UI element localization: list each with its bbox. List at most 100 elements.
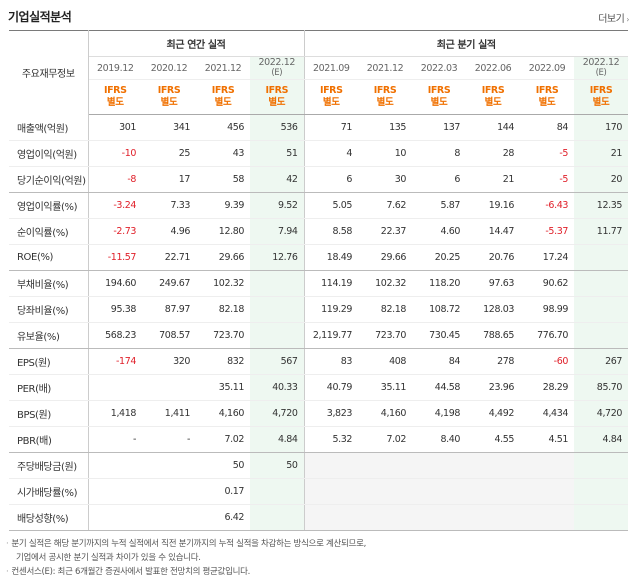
more-label: 더보기 <box>598 14 625 25</box>
table-cell <box>303 504 358 531</box>
section-header: 기업실적분석 더보기 › <box>0 0 637 30</box>
table-cell: 114.19 <box>303 270 358 297</box>
table-cell: 341 <box>142 114 196 141</box>
table-cell: - <box>87 426 142 453</box>
chevron-right-icon: › <box>626 15 629 24</box>
row-label: PER(배) <box>9 374 89 401</box>
table-cell: 301 <box>87 114 142 141</box>
table-cell: 12.76 <box>250 244 304 271</box>
table-cell: 119.29 <box>303 296 358 323</box>
table-cell: 568.23 <box>87 322 142 349</box>
table-cell: 28 <box>466 140 520 167</box>
annual-group-header: 최근 연간 실적 <box>87 30 304 57</box>
table-cell <box>250 504 304 531</box>
period-header: 2022.06 <box>466 56 520 80</box>
table-cell: 4,720 <box>574 400 628 427</box>
table-cell: 95.38 <box>87 296 142 323</box>
table-cell: 7.33 <box>142 192 196 219</box>
table-cell <box>303 452 358 479</box>
table-row: 영업이익률(%) -3.24 7.33 9.39 9.52 5.05 7.62 5.87 19.… <box>9 192 628 219</box>
table-cell: 4.84 <box>250 426 304 453</box>
table-cell: 4,720 <box>250 400 304 427</box>
ifrs-badge: IFRS 별도 <box>142 79 196 115</box>
row-label: PBR(배) <box>9 426 89 453</box>
table-cell: 456 <box>196 114 250 141</box>
table-cell: 567 <box>250 348 304 375</box>
table-cell <box>412 478 466 505</box>
table-cell: 4,492 <box>466 400 520 427</box>
table-cell <box>412 504 466 531</box>
table-cell: 4,160 <box>196 400 250 427</box>
table-cell: 40.33 <box>250 374 304 401</box>
row-label: 영업이익(억원) <box>9 140 89 167</box>
table-row: PBR(배) - -7.02 4.84 5.32 7.02 8.40 4.55 4.51 4.84 <box>9 426 628 453</box>
table-cell: 84 <box>520 114 574 141</box>
footnote-1-cont: 기업에서 공시한 분기 실적과 차이가 있을 수 있습니다. <box>16 553 201 563</box>
row-label: 당기순이익(억원) <box>9 166 89 193</box>
table-cell: 51 <box>250 140 304 167</box>
footnote-1: · 분기 실적은 해당 분기까지의 누적 실적에서 직전 분기까지의 누적 실적을… <box>6 539 366 549</box>
table-row: 순이익률(%) -2.73 4.96 12.80 7.94 8.58 22.37 4.60 14… <box>9 218 628 245</box>
table-cell: 4.55 <box>466 426 520 453</box>
table-cell <box>358 452 412 479</box>
table-cell: 84 <box>412 348 466 375</box>
table-cell: -2.73 <box>87 218 142 245</box>
table-cell: -6.43 <box>520 192 574 219</box>
table-cell: 82.18 <box>358 296 412 323</box>
table-cell: 9.39 <box>196 192 250 219</box>
table-cell: -5 <box>520 166 574 193</box>
section-title: 기업실적분석 <box>8 10 72 24</box>
table-cell: 83 <box>303 348 358 375</box>
table-row: 매출액(억원) 301 341 456 536 71 135 137 144 84 170 <box>9 114 628 141</box>
table-cell: 44.58 <box>412 374 466 401</box>
table-cell: 58 <box>196 166 250 193</box>
table-cell: 730.45 <box>412 322 466 349</box>
table-cell: 102.32 <box>196 270 250 297</box>
table-cell: 144 <box>466 114 520 141</box>
table-cell: 7.02 <box>196 426 250 453</box>
more-link[interactable]: 더보기 › <box>598 10 629 25</box>
table-cell: 249.67 <box>142 270 196 297</box>
table-cell: 21 <box>466 166 520 193</box>
table-cell: 723.70 <box>358 322 412 349</box>
table-cell: 4.51 <box>520 426 574 453</box>
table-cell: 5.05 <box>303 192 358 219</box>
table-cell <box>574 270 628 297</box>
table-cell: 128.03 <box>466 296 520 323</box>
table-cell: 40.79 <box>303 374 358 401</box>
table-cell: 4.60 <box>412 218 466 245</box>
period-header: 2022.09 <box>520 56 574 80</box>
table-cell: 4,198 <box>412 400 466 427</box>
table-cell: -11.57 <box>87 244 142 271</box>
table-cell: -174 <box>87 348 142 375</box>
table-cell: 8 <box>412 140 466 167</box>
table-cell <box>250 478 304 505</box>
row-label: 부채비율(%) <box>9 270 89 297</box>
table-cell: 8.40 <box>412 426 466 453</box>
ifrs-badge: IFRS 별도 <box>196 79 250 115</box>
ifrs-badge: IFRS 별도 <box>412 79 466 115</box>
table-cell: 85.70 <box>574 374 628 401</box>
table-cell: 20.76 <box>466 244 520 271</box>
table-cell: 42 <box>250 166 304 193</box>
bullet-icon: · <box>6 567 9 577</box>
table-row: 시가배당률(%) 0.17 <box>9 478 628 505</box>
estimate-marker: (E) <box>595 68 607 78</box>
table-cell <box>574 504 628 531</box>
table-cell: 21 <box>574 140 628 167</box>
table-cell: 71 <box>303 114 358 141</box>
table-cell: 12.35 <box>574 192 628 219</box>
table-cell: 97.63 <box>466 270 520 297</box>
table-cell: 320 <box>142 348 196 375</box>
table-cell: 50 <box>196 452 250 479</box>
table-row: 당좌비율(%) 95.38 87.97 82.18 119.29 82.18 108.72 1… <box>9 296 628 323</box>
table-cell: 28.29 <box>520 374 574 401</box>
table-row: PER(배) 35.11 40.33 40.79 35.11 44.58 23.96 28.2… <box>9 374 628 401</box>
table-cell: 22.71 <box>142 244 196 271</box>
table-cell: 102.32 <box>358 270 412 297</box>
table-cell <box>466 478 520 505</box>
row-label: ROE(%) <box>9 244 89 271</box>
table-cell <box>574 478 628 505</box>
table-cell: -60 <box>520 348 574 375</box>
row-label: 영업이익률(%) <box>9 192 89 219</box>
